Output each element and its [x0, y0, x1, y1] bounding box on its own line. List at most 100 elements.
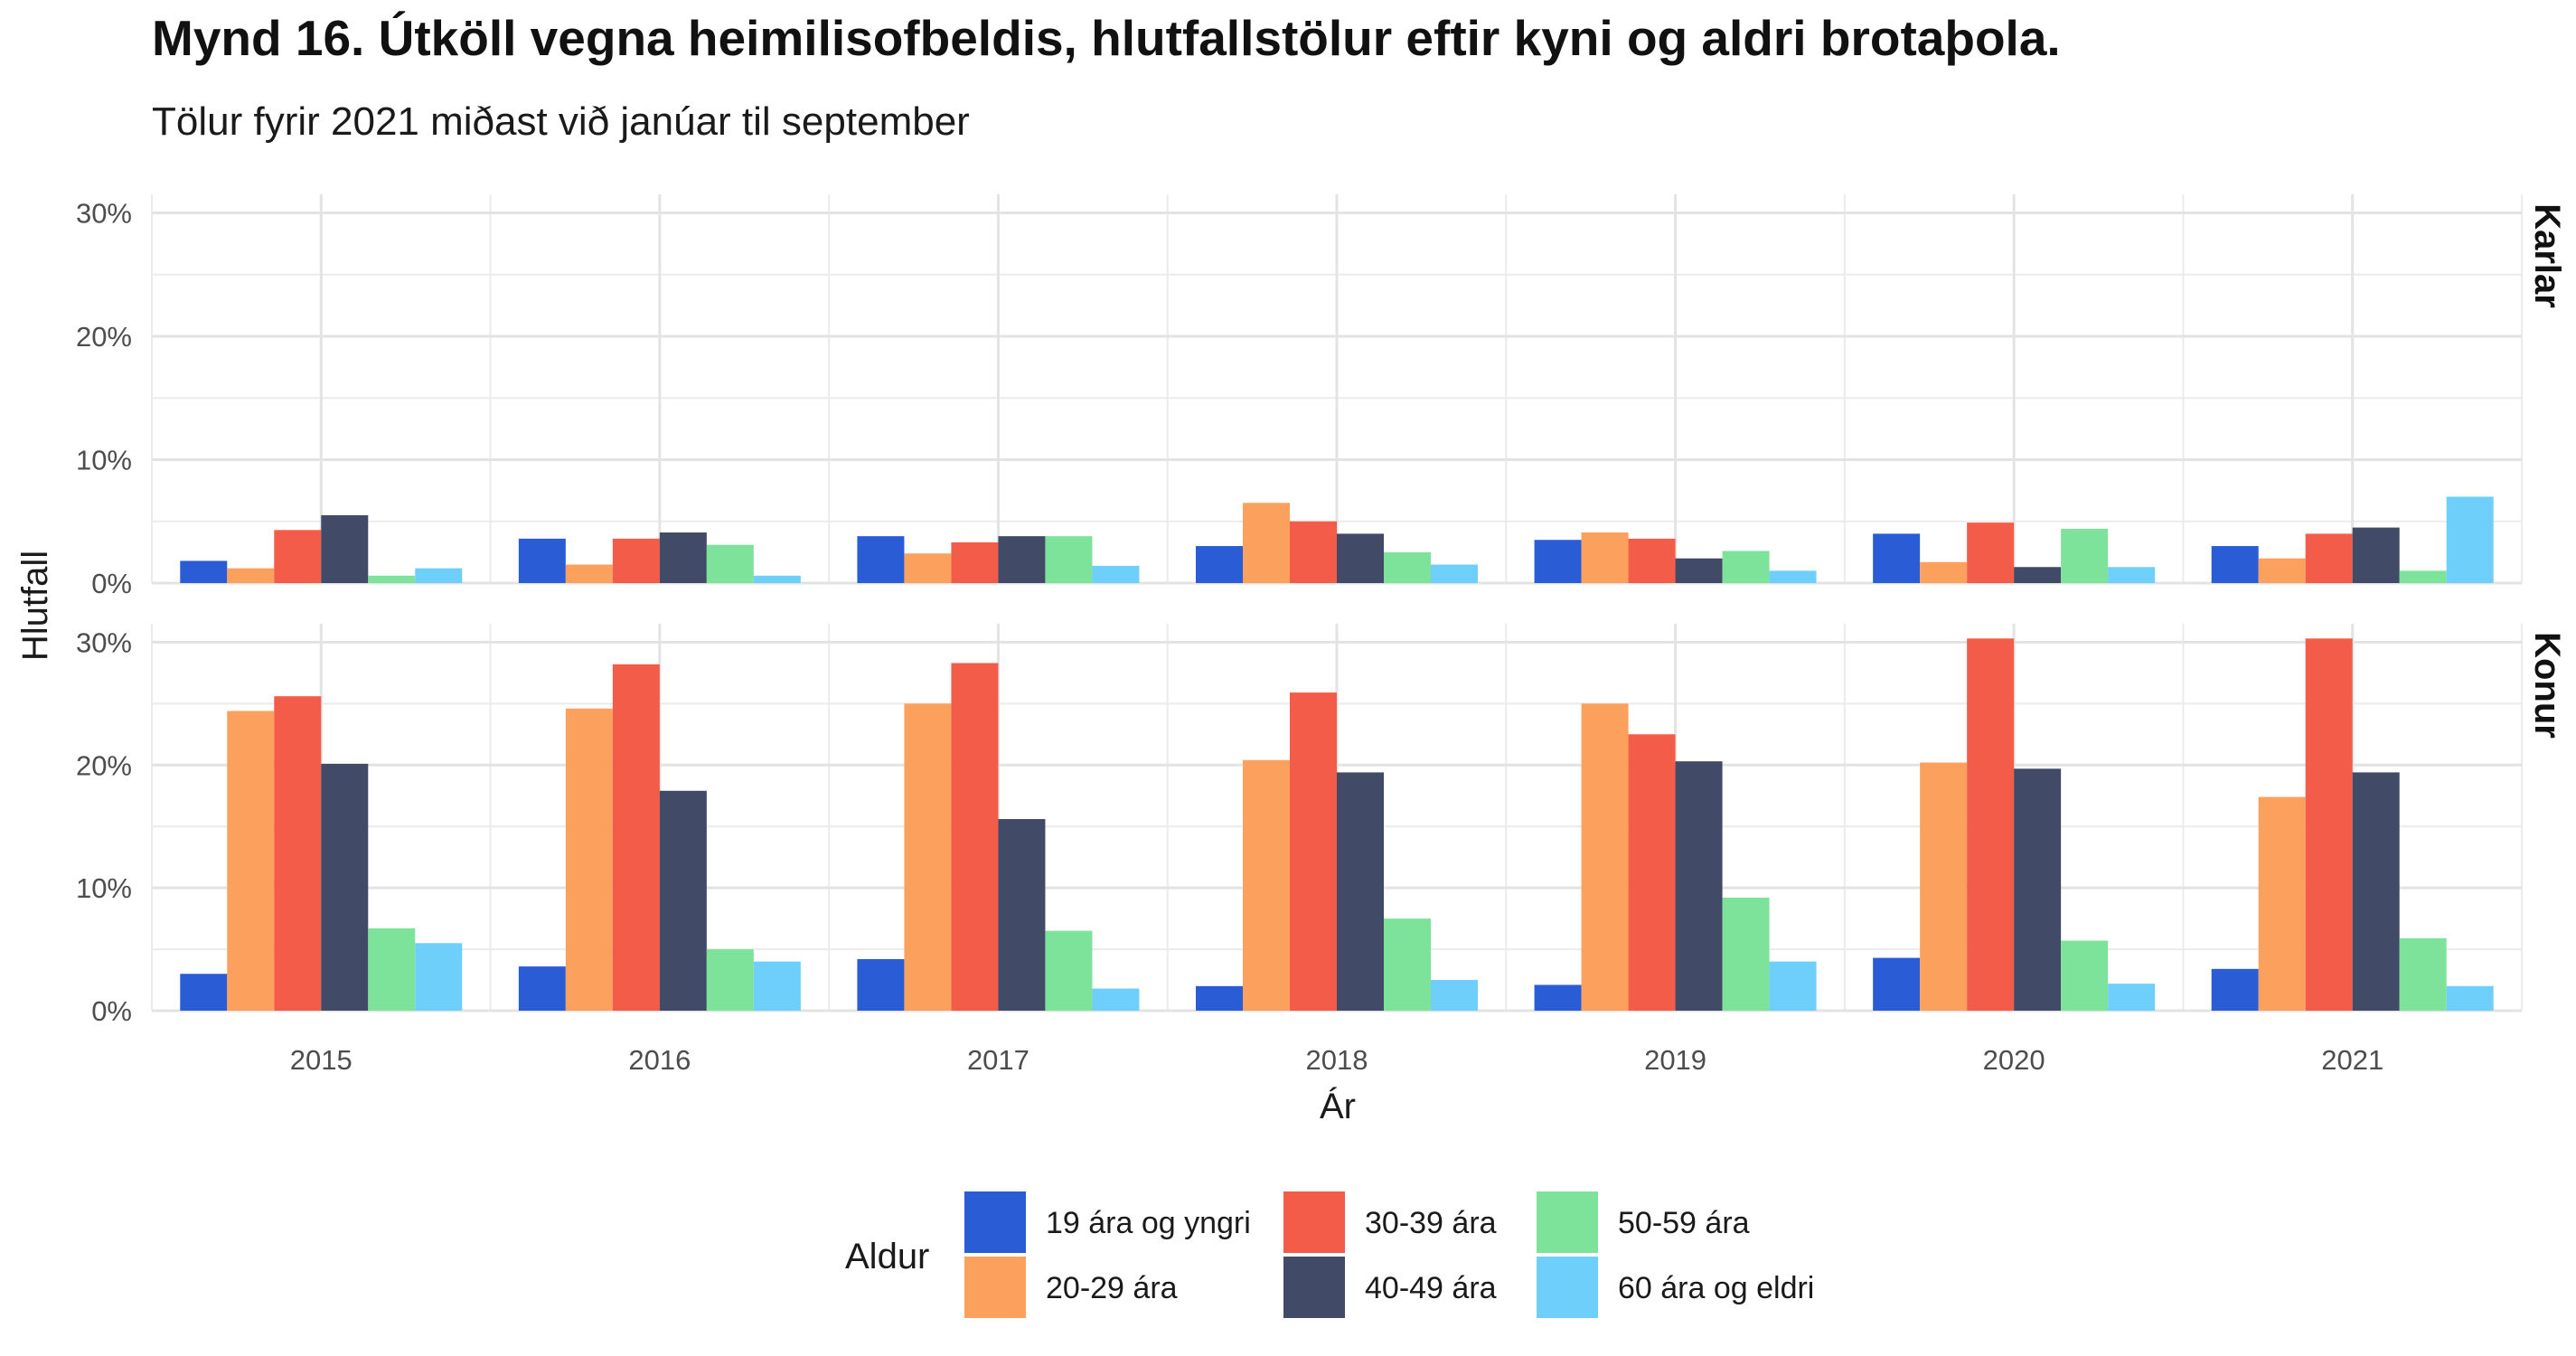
bar — [1045, 930, 1093, 1011]
legend-label: 40-49 ára — [1365, 1271, 1497, 1305]
x-tick-label: 2019 — [1644, 1044, 1706, 1076]
bar — [1967, 523, 2015, 583]
bar — [518, 538, 566, 583]
bar — [274, 696, 322, 1011]
chart-subtitle: Tölur fyrir 2021 miðast við janúar til s… — [152, 99, 970, 144]
bar — [1581, 703, 1629, 1011]
bar — [1243, 759, 1290, 1011]
bar — [659, 790, 707, 1011]
legend-key — [1283, 1257, 1345, 1318]
bar — [1431, 980, 1478, 1011]
legend-key — [1537, 1257, 1598, 1318]
y-tick-label: 0% — [91, 568, 132, 599]
bar — [1290, 692, 1337, 1011]
legend-label: 30-39 ára — [1365, 1206, 1497, 1240]
bar — [857, 958, 905, 1011]
facet-strip-label: Konur — [2527, 632, 2567, 739]
bar — [1722, 551, 1770, 583]
bar — [2108, 567, 2156, 583]
bar — [2446, 496, 2494, 583]
bar — [1534, 540, 1582, 583]
legend-key — [964, 1191, 1026, 1253]
bar — [612, 538, 660, 583]
bar — [998, 536, 1046, 583]
bar — [2061, 940, 2109, 1011]
legend-key — [964, 1257, 1026, 1318]
bar — [1384, 551, 1431, 583]
bar — [2305, 638, 2353, 1011]
x-tick-label: 2017 — [967, 1044, 1029, 1076]
bar — [180, 974, 228, 1011]
x-axis-title: Ár — [1320, 1086, 1356, 1126]
bar — [2305, 533, 2353, 583]
bar — [1290, 521, 1337, 583]
bar — [368, 575, 416, 583]
bar — [1243, 503, 1290, 583]
legend-label: 20-29 ára — [1046, 1271, 1178, 1305]
bar — [2061, 528, 2109, 583]
bar — [1920, 561, 1968, 583]
bar — [1769, 570, 1817, 583]
legend-label: 60 ára og eldri — [1618, 1271, 1814, 1305]
bar — [1337, 533, 1384, 583]
chart-title: Mynd 16. Útköll vegna heimilisofbeldis, … — [152, 10, 2061, 66]
bar — [1581, 532, 1629, 583]
bar — [321, 763, 369, 1011]
bar — [180, 560, 228, 583]
bar — [1628, 734, 1676, 1011]
bar — [368, 928, 416, 1011]
y-tick-label: 20% — [76, 321, 132, 353]
x-tick-label: 2016 — [628, 1044, 691, 1076]
legend-label: 19 ára og yngri — [1046, 1206, 1251, 1240]
bar — [1920, 762, 1968, 1011]
bar — [1675, 761, 1723, 1011]
bar — [1337, 772, 1384, 1011]
bar — [2352, 772, 2400, 1011]
bar — [321, 514, 369, 583]
legend-key — [1283, 1191, 1345, 1253]
bar — [1722, 897, 1770, 1011]
legend-key — [1537, 1191, 1598, 1253]
bar — [1769, 961, 1817, 1011]
bar — [2399, 937, 2447, 1011]
bar — [998, 819, 1046, 1011]
legend-label: 50-59 ára — [1618, 1206, 1750, 1240]
bar — [1675, 558, 1723, 583]
legend-title: Aldur — [845, 1237, 929, 1276]
y-tick-label: 20% — [76, 749, 132, 781]
bar — [1431, 564, 1478, 583]
y-tick-label: 0% — [91, 995, 132, 1027]
y-tick-label: 30% — [76, 626, 132, 658]
bar — [227, 568, 275, 583]
x-tick-label: 2018 — [1306, 1044, 1368, 1076]
bar — [753, 961, 801, 1011]
bar — [1873, 957, 1921, 1011]
bar — [659, 532, 707, 583]
bar — [2258, 558, 2306, 583]
bar — [612, 664, 660, 1011]
bar — [227, 711, 275, 1011]
bar — [753, 575, 801, 583]
bar — [518, 966, 566, 1011]
bar — [415, 568, 463, 583]
bar — [951, 541, 999, 583]
bar — [2014, 567, 2062, 583]
facet-strip-label: Karlar — [2527, 203, 2567, 308]
y-tick-label: 10% — [76, 872, 132, 904]
y-axis-title: Hlutfall — [15, 551, 55, 661]
bar — [2014, 768, 2062, 1011]
bar — [904, 553, 952, 583]
bar — [2258, 796, 2306, 1011]
bar — [2446, 985, 2494, 1011]
bar — [904, 703, 952, 1011]
x-tick-label: 2020 — [1983, 1044, 2045, 1076]
y-tick-label: 30% — [76, 197, 132, 229]
bar — [1196, 546, 1243, 583]
bar — [1967, 638, 2015, 1011]
y-tick-label: 10% — [76, 444, 132, 476]
bar — [274, 530, 322, 583]
bar — [2399, 570, 2447, 583]
bar — [1873, 533, 1921, 583]
bar — [2211, 968, 2259, 1011]
